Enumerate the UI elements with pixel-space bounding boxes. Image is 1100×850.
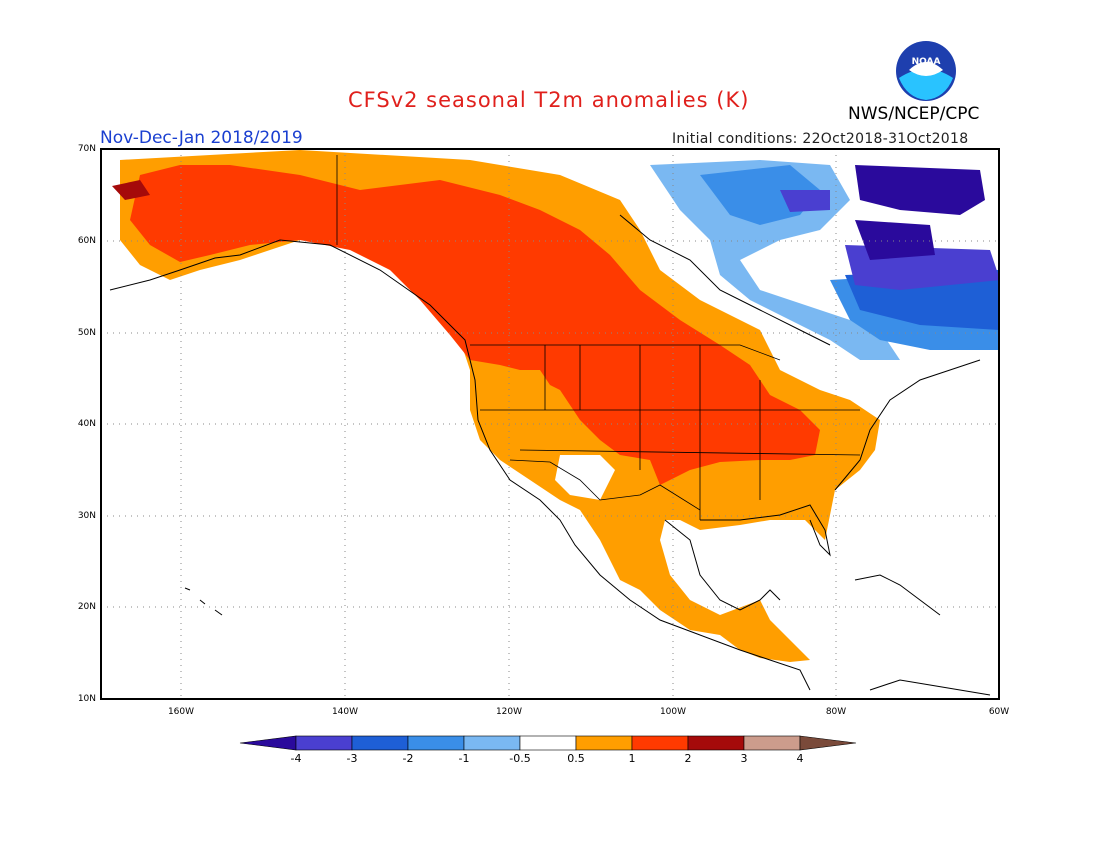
lat-tick-label: 70N	[77, 144, 96, 154]
colorbar-bin	[295, 735, 353, 751]
anomaly-region-lightblue	[650, 160, 900, 360]
anomaly-region-darkpurple	[855, 165, 985, 215]
political-borders	[336, 155, 861, 520]
colorbar-label: 4	[796, 752, 804, 765]
lon-tick-label: 80W	[825, 707, 847, 717]
colorbar-label: -4	[290, 752, 302, 765]
lat-tick-label: 40N	[77, 419, 96, 429]
anomaly-region-darkpurple-2	[855, 220, 935, 260]
colorbar-label: -1	[458, 752, 470, 765]
colorbar-bin	[351, 735, 409, 751]
coastlines	[109, 214, 991, 696]
anomaly-region-neutral-sw	[555, 455, 615, 500]
lat-tick-label: 30N	[77, 511, 96, 521]
lon-tick-label: 160W	[167, 707, 195, 717]
colorbar-bin	[631, 735, 689, 751]
lat-tick-label: 50N	[77, 328, 96, 338]
map-title: CFSv2 seasonal T2m anomalies (K)	[348, 88, 750, 112]
anomaly-field	[112, 150, 999, 662]
colorbar-bin	[463, 735, 521, 751]
lat-tick-label: 60N	[77, 236, 96, 246]
initial-conditions: Initial conditions: 22Oct2018-31Oct2018	[672, 131, 969, 147]
agency-label: NWS/NCEP/CPC	[848, 104, 980, 124]
colorbar-label: 2	[684, 752, 692, 765]
lon-tick-label: 60W	[988, 707, 1010, 717]
colorbar-label: 0.5	[567, 752, 585, 765]
colorbar-bin	[743, 735, 801, 751]
lon-tick-label: 140W	[331, 707, 359, 717]
colorbar-bin	[687, 735, 745, 751]
anomaly-region-red	[130, 165, 820, 485]
colorbar-label: -3	[346, 752, 358, 765]
lon-tick-label: 120W	[495, 707, 523, 717]
map-frame	[100, 148, 1000, 700]
colorbar-bin	[239, 735, 297, 751]
colorbar-bin	[575, 735, 633, 751]
anomaly-region-purple-2	[780, 190, 830, 212]
colorbar-bin	[519, 735, 577, 751]
noaa-logo-icon: NOAA	[896, 41, 956, 101]
lat-tick-label: 10N	[77, 694, 96, 704]
colorbar-label: 3	[740, 752, 748, 765]
colorbar-bin	[799, 735, 857, 751]
lon-tick-label: 100W	[659, 707, 687, 717]
colorbar	[239, 735, 857, 751]
colorbar-label: 1	[628, 752, 636, 765]
anomaly-region-darkred	[112, 180, 150, 200]
colorbar-bin	[407, 735, 465, 751]
logo-text: NOAA	[912, 57, 941, 67]
lat-tick-label: 20N	[77, 602, 96, 612]
forecast-period: Nov-Dec-Jan 2018/2019	[100, 128, 303, 148]
colorbar-label: -2	[402, 752, 414, 765]
colorbar-label: -0.5	[509, 752, 531, 765]
